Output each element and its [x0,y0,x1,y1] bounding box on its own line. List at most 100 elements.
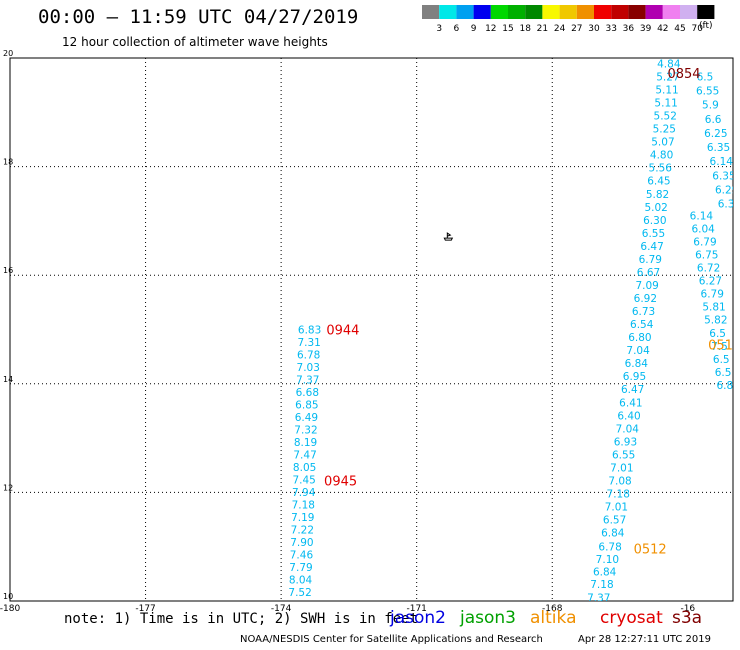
wave-height-value: 6.85 [295,399,318,411]
legend-s3a: s3a [672,608,703,628]
x-tick-label: -177 [135,604,155,614]
wave-height-value: 7.08 [608,475,631,487]
wave-height-value: 6.78 [297,349,320,361]
colorbar-tick-label: 30 [588,24,600,34]
x-tick-label: -180 [0,604,20,614]
colorbar-tick-label: 21 [537,24,548,34]
wave-height-value: 6.79 [693,237,716,249]
wave-height-value: 7.5 [711,341,728,353]
colorbar-tick-label: 39 [640,24,652,34]
colorbar-swatch [542,5,560,19]
x-tick-label: -168 [542,604,563,614]
wave-height-value: 6.83 [298,325,321,337]
wave-height-value: 6.92 [634,293,657,305]
wave-height-value: 7.10 [596,554,619,566]
wave-height-value: 5.11 [655,84,678,96]
wave-height-value: 6.54 [630,319,654,331]
colorbar-tick-label: 70 [691,24,703,34]
wave-height-value: 6.67 [637,267,660,279]
legend-altika: altika [530,608,577,628]
y-tick-label: 20 [3,49,13,58]
wave-height-value: 7.94 [292,487,316,499]
wave-height-value: 6.5 [697,71,714,83]
wave-height-value: 5.56 [649,163,673,175]
wave-height-value: 5.25 [653,124,676,136]
colorbar-swatch [611,5,629,19]
wave-height-value: 7.03 [297,362,320,374]
wave-height-value: 6.30 [643,215,666,227]
wave-height-value: 6.93 [614,436,637,448]
wave-height-value: 7.04 [616,423,640,435]
footer-credit: NOAA/NESDIS Center for Satellite Applica… [240,634,543,645]
pass-time-label: 0944 [326,324,359,339]
colorbar-swatch [576,5,594,19]
chart-subtitle: 12 hour collection of altimeter wave hei… [62,35,328,49]
wave-height-value: 5.9 [702,100,719,112]
wave-height-value: 7.31 [297,337,320,349]
wave-height-value: 6.78 [598,542,621,554]
legend-jason3: jason3 [460,608,516,628]
colorbar-tick-label: 45 [674,24,685,34]
wave-height-value: 6.47 [640,241,663,253]
wave-height-value: 6.29 [715,184,738,196]
wave-height-value: 6.55 [612,449,635,461]
colorbar-swatch [439,5,457,19]
wave-height-value: 5.82 [646,189,669,201]
wave-height-value: 6.14 [690,210,714,222]
plot-frame [9,57,734,602]
wave-height-value: 6.47 [621,384,644,396]
wave-height-value: 6.55 [696,86,719,98]
wave-height-value: 6.84 [625,358,649,370]
wave-height-value: 7.18 [607,488,630,500]
colorbar-swatch [559,5,577,19]
colorbar-tick-label: 36 [623,24,635,34]
wave-height-value: 7.22 [291,524,314,536]
colorbar-swatch [645,5,663,19]
wave-height-value: 6.35 [712,170,735,182]
colorbar-swatch [422,5,440,19]
wave-height-value: 8.19 [294,437,317,449]
wave-height-value: 6.04 [691,224,715,236]
colorbar-swatch [456,5,474,19]
colorbar-swatch [490,5,508,19]
colorbar-tick-label: 6 [454,24,460,34]
wave-height-value: 6.95 [623,371,646,383]
wave-height-value: 6.84 [593,567,617,579]
x-tick-label: -174 [271,604,292,614]
colorbar-tick-label: 15 [502,24,513,34]
footer-timestamp: Apr 28 12:27:11 UTC 2019 [578,634,711,645]
colorbar-tick-label: 12 [485,24,496,34]
legend-jason2: jason2 [390,608,446,628]
colorbar-unit: (ft) [699,21,713,31]
wave-height-value: 7.52 [288,587,311,599]
y-tick-label: 12 [3,483,13,492]
wave-height-value: 6.25 [704,128,727,140]
wave-height-value: 7.45 [292,474,315,486]
wave-height-value: 6.68 [296,387,319,399]
wave-height-value: 6.55 [642,228,665,240]
colorbar-tick-label: 33 [605,24,616,34]
wave-height-value: 7.18 [590,579,613,591]
wave-height-value: 6.49 [295,412,318,424]
colorbar-swatch [525,5,543,19]
colorbar-tick-label: 18 [519,24,531,34]
wave-height-value: 5.02 [644,202,667,214]
colorbar-tick-label: 9 [471,24,477,34]
colorbar-swatch [697,5,715,19]
wave-height-value: 6.79 [639,254,662,266]
wave-height-value: 6.45 [647,176,670,188]
wave-height-value: 6.72 [697,263,720,275]
wave-height-value: 6.5 [713,354,730,366]
wave-height-value: 7.01 [610,462,633,474]
pass-time-label: 0854 [667,67,700,82]
wave-height-value: 6.14 [710,156,734,168]
wave-height-value: 6.6 [705,114,722,126]
wave-height-value: 6.27 [699,276,722,288]
wave-height-value: 6.84 [601,528,625,540]
wave-height-value: 6.8 [717,380,734,392]
wave-height-value: 7.46 [290,549,314,561]
wave-height-value: 7.01 [605,502,628,514]
wave-height-value: 6.73 [632,306,655,318]
wave-height-value: 7.19 [291,512,314,524]
